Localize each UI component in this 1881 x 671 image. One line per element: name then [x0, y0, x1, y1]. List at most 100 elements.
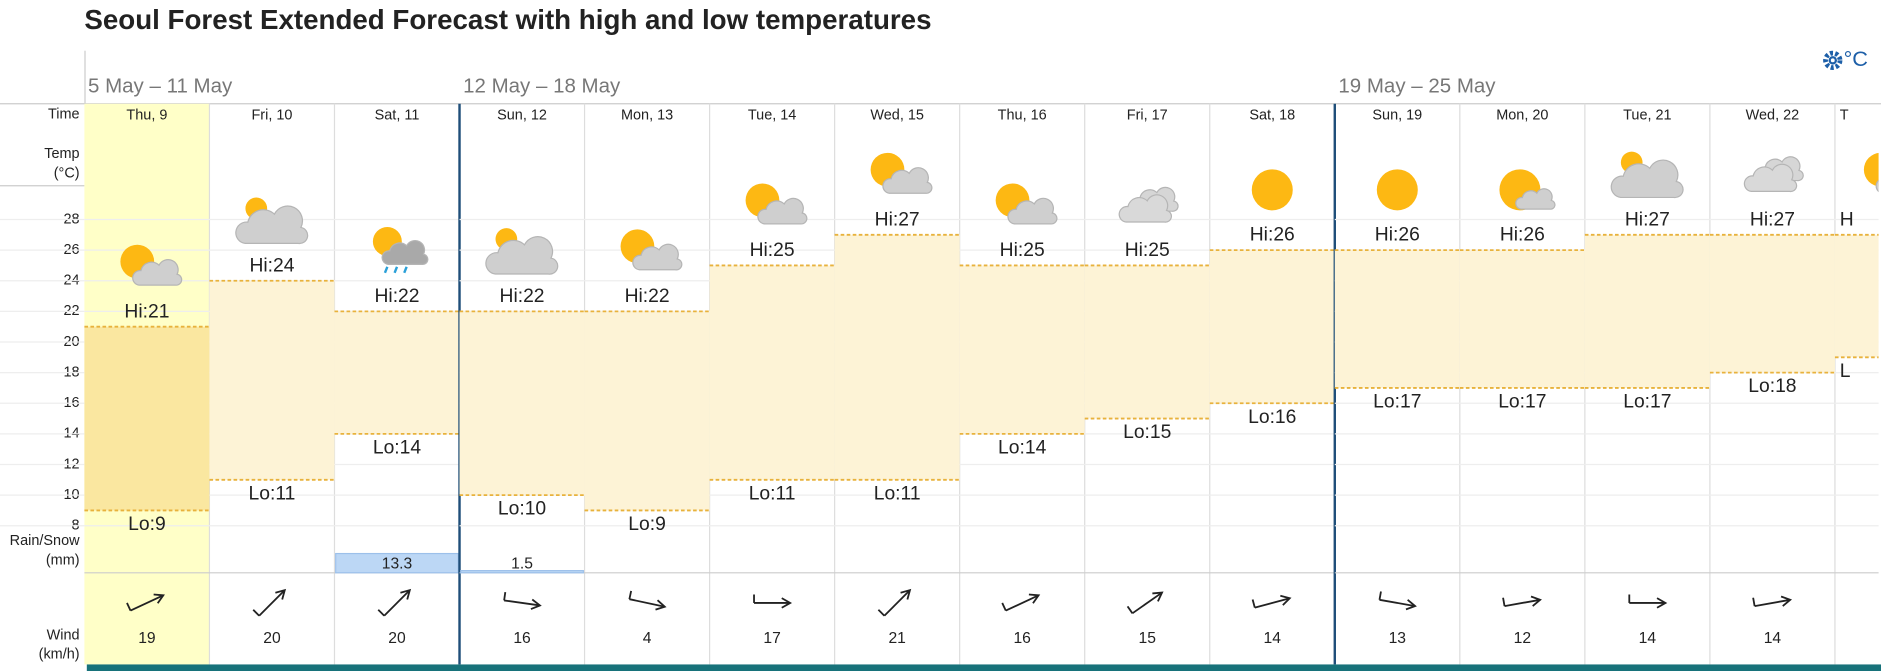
unit-toggle[interactable]: °C — [1823, 46, 1868, 71]
temp-range — [1584, 234, 1710, 388]
cloud — [757, 197, 808, 225]
hi-label: Hi:27 — [1750, 209, 1795, 230]
wind-head — [900, 588, 912, 600]
wind-tail — [503, 591, 507, 601]
wind-tail — [877, 609, 886, 617]
temp-range — [459, 311, 585, 496]
rain-bar — [335, 552, 459, 574]
wind-speed: 14 — [1764, 630, 1782, 647]
weather-icon — [120, 244, 183, 286]
wind-tail — [1001, 602, 1007, 611]
week-label: 5 May – 11 May — [88, 74, 233, 97]
wind-speed: 20 — [388, 630, 406, 647]
wind-speed: 20 — [263, 630, 281, 647]
day-label: Sun, 12 — [497, 108, 547, 124]
lo-label: Lo:9 — [628, 514, 666, 535]
row-label: (°C) — [54, 165, 80, 181]
hi-label: Hi:26 — [1375, 225, 1420, 246]
wind-arrow — [1628, 594, 1668, 609]
day-label: Fri, 10 — [251, 108, 292, 124]
hi-label: Hi:26 — [1500, 225, 1545, 246]
day-label: Thu, 9 — [126, 108, 167, 124]
rain-drop — [383, 266, 389, 274]
temp-range — [334, 311, 460, 434]
rain-label: 1.5 — [511, 555, 533, 572]
wind-arrow — [377, 588, 412, 617]
cloud — [882, 167, 933, 194]
lo-label: Lo:17 — [1373, 392, 1421, 413]
wind-shaft — [383, 589, 411, 617]
weather-icon — [1610, 151, 1684, 199]
temp-range — [1459, 250, 1585, 388]
rain-bar — [460, 570, 584, 574]
weather-icon — [235, 197, 309, 245]
hi-label: Hi:25 — [1000, 240, 1045, 261]
hi-label: Hi:25 — [750, 240, 795, 261]
wind-speed: 16 — [1013, 630, 1031, 647]
day-label: Thu, 16 — [998, 108, 1047, 124]
lo-label: Lo:11 — [749, 483, 796, 504]
wind-speed: 17 — [763, 630, 780, 647]
wind-arrow — [877, 588, 912, 617]
wind-tail — [1378, 591, 1382, 600]
wind-head — [1780, 595, 1793, 607]
wind-head — [530, 598, 542, 610]
day-label: Mon, 20 — [1496, 108, 1548, 124]
wind-head — [400, 588, 412, 600]
wind-head — [153, 593, 165, 604]
wind-tail — [252, 609, 260, 617]
day-label: Wed, 15 — [870, 108, 924, 124]
wind-arrow — [1251, 594, 1292, 609]
hi-label: H — [1840, 209, 1854, 230]
hi-label: Hi:22 — [625, 286, 670, 307]
row-label: Wind — [47, 627, 80, 643]
temp-range — [959, 265, 1085, 434]
temp-range — [1209, 250, 1335, 404]
temp-range — [1334, 250, 1460, 388]
weather-icon — [1118, 186, 1179, 223]
bottom-bar — [86, 664, 1881, 671]
hi-label: Hi:22 — [500, 286, 545, 307]
hi-label: Hi:25 — [1125, 240, 1170, 261]
day-label: Wed, 22 — [1746, 108, 1800, 124]
wind-tail — [377, 609, 385, 617]
weather-icon — [1251, 169, 1293, 211]
sun — [1376, 169, 1418, 211]
wind-arrow — [503, 591, 542, 610]
wind-shaft — [1131, 591, 1163, 615]
wind-tail — [1126, 605, 1134, 614]
row-label: Temp — [44, 146, 79, 162]
wind-arrow — [1001, 593, 1041, 612]
wind-head — [1656, 597, 1668, 609]
day-label: Sat, 18 — [1249, 108, 1295, 124]
wind-arrow — [1378, 591, 1417, 611]
lo-label: Lo:18 — [1748, 376, 1796, 397]
wind-speed: 14 — [1639, 630, 1657, 647]
rain-drop — [393, 266, 399, 274]
weather-icon — [1863, 152, 1879, 193]
wind-arrow — [126, 593, 165, 612]
temp-range — [709, 265, 835, 480]
weather-icon — [1376, 169, 1418, 211]
wind-arrow — [628, 590, 667, 611]
weather-icon — [372, 226, 429, 274]
wind-tail — [1502, 597, 1506, 607]
day-label: Sun, 19 — [1372, 108, 1422, 124]
hi-label: Hi:24 — [249, 255, 294, 276]
row-labels: Time Temp (°C) Rain/Snow (mm) Wind (km/h… — [10, 106, 80, 662]
cloud — [381, 239, 429, 265]
weather-icon — [870, 152, 933, 194]
day-label: Tue, 14 — [748, 108, 796, 124]
cloud — [485, 236, 559, 275]
wind-head — [1530, 595, 1542, 607]
hi-label: Hi:26 — [1250, 225, 1295, 246]
wind-arrow — [1126, 591, 1164, 615]
wind-shaft — [130, 594, 164, 612]
temp-range — [209, 280, 335, 480]
weather-icon — [1743, 156, 1804, 193]
wind-arrow — [252, 588, 287, 617]
day-label: T — [1840, 108, 1849, 124]
wind-tail — [1752, 597, 1756, 607]
